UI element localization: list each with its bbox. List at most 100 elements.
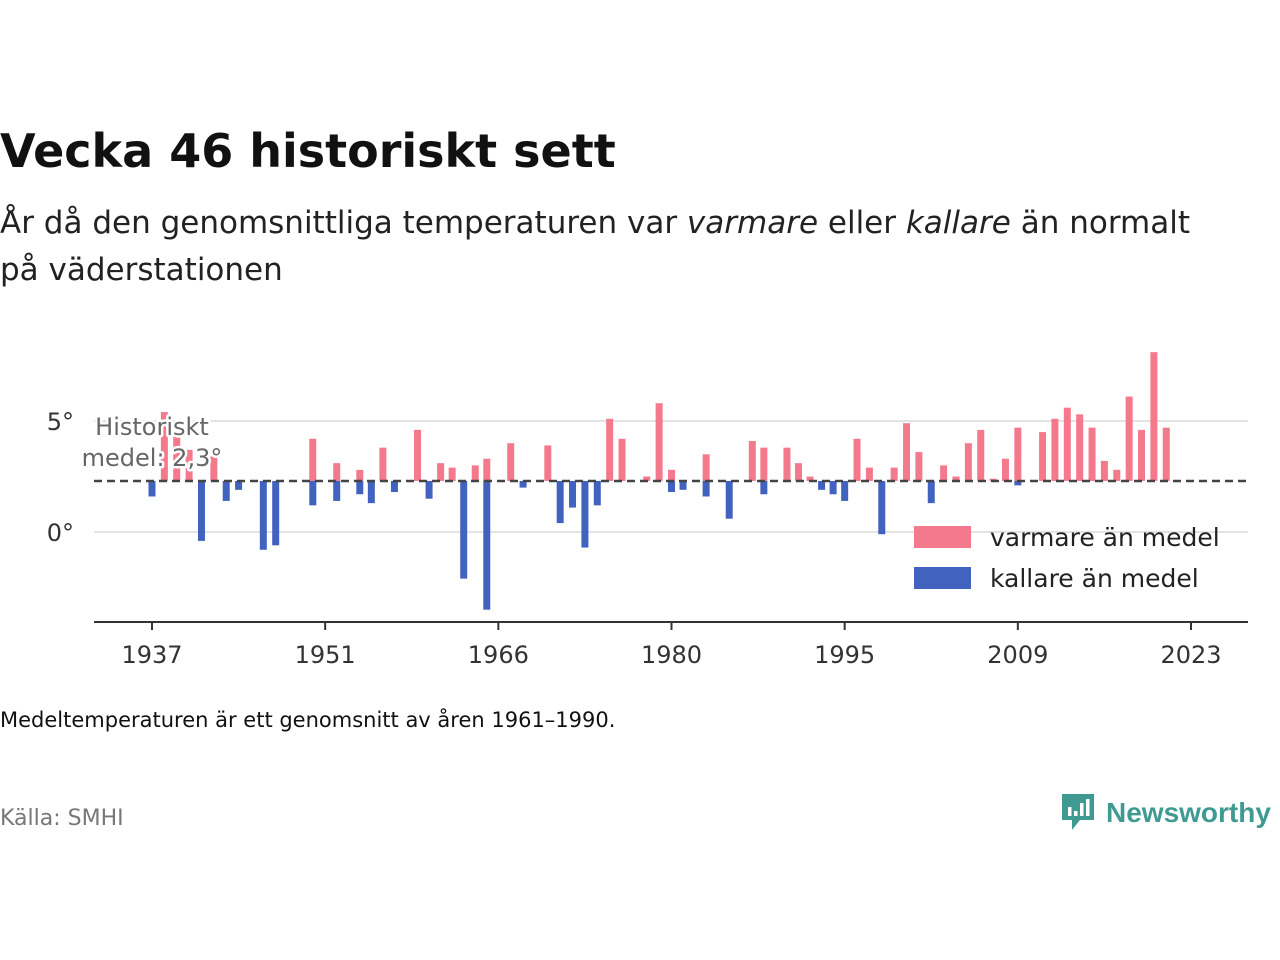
cold-bar-1971: [556, 480, 564, 524]
brand-logo: Newsworthy: [1058, 790, 1271, 836]
cold-bar-2002: [927, 480, 935, 504]
newsworthy-logo-icon: [1062, 794, 1094, 830]
cold-bar-1937: [148, 480, 156, 497]
warm-bar-1978: [643, 476, 651, 481]
cold-bar-1998: [878, 480, 886, 535]
warm-bar-1979: [655, 403, 663, 481]
cold-bar-1950: [309, 480, 317, 506]
cold-bar-1943: [222, 480, 230, 501]
subtitle-text-3: än normalt på väderstationen: [0, 205, 1190, 288]
warm-bar-1976: [618, 438, 626, 481]
legend-swatch-warm: [914, 526, 971, 548]
x-axis: 1937 1951 1966 1980 1995 2009 2023: [94, 621, 1248, 669]
warm-bar-2005: [964, 443, 972, 481]
warm-bar-2019: [1138, 429, 1146, 481]
x-tick-label: 1951: [295, 641, 356, 669]
warm-bar-1952: [333, 463, 341, 481]
x-tick-label: 2009: [987, 641, 1048, 669]
warm-bar-1983: [702, 454, 710, 481]
warm-bar-1990: [783, 447, 791, 481]
cold-bar-1955: [367, 480, 375, 504]
warm-bar-2012: [1051, 418, 1059, 481]
footnote: Medeltemperaturen är ett genomsnitt av å…: [0, 708, 616, 732]
warm-bar-2018: [1125, 396, 1133, 481]
cold-bar-1985: [725, 480, 733, 519]
warm-bar-1940: [185, 449, 193, 481]
chart-title: Vecka 46 historiskt sett: [0, 124, 616, 178]
warm-bar-1991: [794, 463, 802, 481]
x-tick-label: 2023: [1160, 641, 1221, 669]
mean-annotation-line-2: medel: 2,3°: [82, 444, 223, 472]
warm-bar-1997: [865, 467, 873, 481]
source-credit: Källa: SMHI: [0, 806, 124, 831]
brand-name: Newsworthy: [1106, 797, 1271, 828]
warm-bar-2003: [940, 465, 948, 481]
warm-bar-1942: [210, 456, 218, 481]
warm-bar-1975: [606, 418, 614, 481]
warm-bar-1992: [806, 476, 814, 481]
cold-bar-1944: [235, 480, 243, 490]
cold-bar-1983: [702, 480, 710, 497]
y-axis-labels: 0° 5°: [47, 408, 74, 547]
x-tick-label: 1937: [121, 641, 182, 669]
warm-bar-1996: [853, 438, 861, 481]
warm-bar-1961: [437, 463, 445, 481]
warm-bar-1938: [160, 412, 168, 481]
y-tick-label: 0°: [47, 519, 74, 547]
warm-bar-1988: [760, 447, 768, 481]
warm-bar-2008: [1001, 458, 1009, 481]
legend-label-warm: varmare än medel: [990, 523, 1220, 552]
cold-bar-2009: [1014, 480, 1022, 486]
warm-bar-1939: [173, 434, 181, 481]
warm-bar-2016: [1100, 460, 1108, 481]
legend-label-cold: kallare än medel: [990, 564, 1199, 593]
warm-bar-1950: [309, 438, 317, 481]
warm-bar-2013: [1063, 407, 1071, 481]
warm-bar-1980: [668, 469, 675, 481]
cold-bar-1980: [668, 480, 675, 493]
cold-bar-1946: [259, 480, 267, 550]
warm-bar-1962: [448, 467, 456, 481]
cold-bar-1965: [483, 480, 491, 610]
bars: [148, 352, 1170, 610]
cold-bar-1960: [425, 480, 433, 499]
cold-bar-1963: [460, 480, 468, 579]
cold-bar-1974: [593, 480, 601, 506]
warm-bar-2014: [1076, 414, 1084, 481]
cold-bar-1994: [829, 480, 837, 495]
warm-bar-1964: [471, 465, 479, 481]
cold-bar-1954: [356, 480, 364, 495]
legend: varmare än medel kallare än medel: [914, 523, 1220, 593]
cold-bar-1973: [581, 480, 589, 548]
warm-bar-2021: [1162, 427, 1170, 481]
chart-subtitle: År då den genomsnittliga temperaturen va…: [0, 200, 1230, 294]
warm-bar-1965: [483, 458, 491, 481]
cold-bar-1947: [272, 480, 280, 546]
x-tick-label: 1966: [468, 641, 529, 669]
cold-bar-1952: [333, 480, 341, 501]
cold-bar-1981: [679, 480, 687, 490]
warm-bar-2020: [1150, 352, 1158, 481]
warm-bar-1954: [356, 469, 364, 481]
x-tick-label: 1995: [814, 641, 875, 669]
cold-bar-1993: [818, 480, 826, 490]
subtitle-emphasis-cold: kallare: [905, 205, 1011, 241]
warm-bar-1967: [507, 443, 515, 481]
temperature-bar-chart: 1937 1951 1966 1980 1995 2009 2023 0° 5° Histor…: [47, 352, 1248, 669]
x-tick-label: 1980: [641, 641, 702, 669]
cold-bar-1957: [390, 480, 398, 493]
subtitle-text-1: År då den genomsnittliga temperaturen va…: [0, 205, 687, 241]
warm-bar-1956: [379, 447, 387, 481]
warm-bar-2015: [1088, 427, 1096, 481]
cold-bar-1968: [519, 480, 527, 488]
legend-swatch-cold: [914, 567, 971, 589]
warm-bar-2009: [1014, 427, 1022, 481]
subtitle-text-2: eller: [818, 205, 906, 241]
cold-bar-1972: [569, 480, 577, 508]
warm-bar-1999: [890, 467, 898, 481]
warm-bar-2017: [1113, 469, 1121, 481]
cold-bar-1941: [197, 480, 205, 541]
warm-bar-2011: [1039, 432, 1047, 481]
warm-bar-1959: [414, 429, 422, 481]
mean-annotation-line-1: Historiskt: [95, 413, 209, 441]
